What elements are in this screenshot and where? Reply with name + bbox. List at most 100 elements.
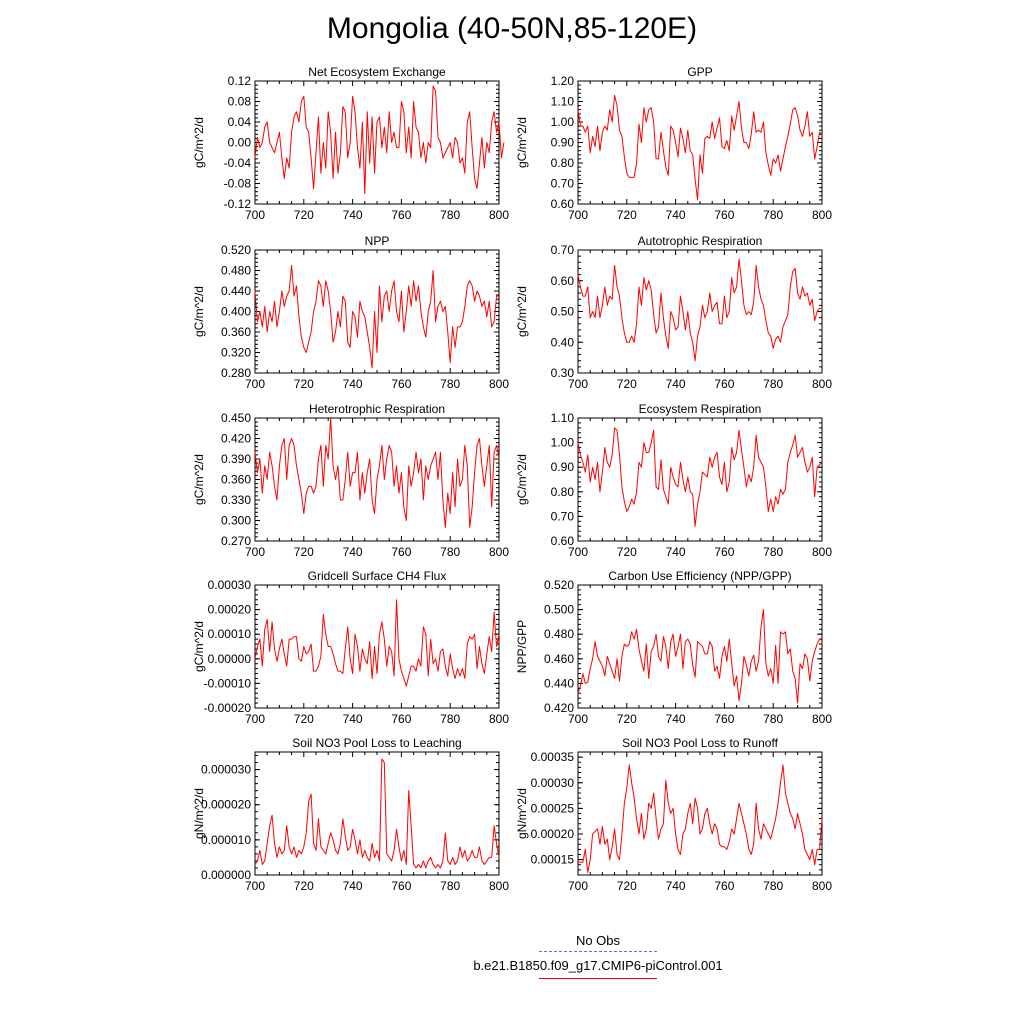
panel: Heterotrophic Respiration gC/m^2/d 700 720 7… [192, 402, 509, 559]
y-tick-label: 0.000030 [201, 763, 251, 777]
plot-frame [254, 584, 500, 709]
x-tick-label: 800 [812, 879, 832, 893]
x-tick-label: 720 [294, 208, 314, 222]
x-tick-label: 780 [440, 377, 460, 391]
y-tick-label: 0.000000 [201, 868, 251, 882]
panel-title: Gridcell Surface CH4 Flux [308, 569, 447, 583]
x-tick-label: 780 [763, 879, 783, 893]
x-tick-label: 760 [714, 208, 734, 222]
x-tick-label: 760 [714, 545, 734, 559]
panel: Soil NO3 Pool Loss to Leaching gN/m^2/d 70… [192, 736, 509, 893]
x-tick-label: 700 [568, 879, 588, 893]
x-tick-label: 740 [343, 879, 363, 893]
x-tick-label: 700 [568, 712, 588, 726]
y-tick-label: 1.00 [551, 436, 575, 450]
y-tick-label: 0.00010 [208, 627, 252, 641]
x-tick-label: 740 [343, 377, 363, 391]
panel-title: Soil NO3 Pool Loss to Leaching [292, 736, 461, 750]
y-tick-label: 0.00025 [531, 801, 575, 815]
y-axis-label: gN/m^2/d [192, 788, 206, 839]
y-tick-label: 0.70 [551, 509, 575, 523]
x-tick-label: 760 [714, 879, 734, 893]
x-tick-label: 720 [617, 879, 637, 893]
series-line [577, 94, 823, 201]
legend-entry-swatch [539, 978, 657, 979]
legend-entry-swatch [539, 951, 657, 952]
y-tick-label: 1.20 [551, 74, 575, 88]
x-tick-label: 700 [568, 377, 588, 391]
x-tick-label: 760 [391, 377, 411, 391]
y-tick-label: 0.00030 [531, 776, 575, 790]
panel-title: Carbon Use Efficiency (NPP/GPP) [608, 569, 791, 583]
y-tick-label: -0.08 [224, 177, 252, 191]
y-tick-label: 0.30 [551, 366, 575, 380]
y-tick-label: 0.460 [544, 652, 574, 666]
series-line [577, 427, 823, 527]
x-tick-label: 740 [666, 545, 686, 559]
y-tick-label: 0.00000 [208, 652, 252, 666]
y-tick-label: 0.480 [221, 264, 251, 278]
x-tick-label: 780 [763, 208, 783, 222]
x-tick-label: 780 [440, 879, 460, 893]
y-tick-label: 0.12 [228, 74, 252, 88]
y-tick-label: 0.320 [221, 346, 251, 360]
y-axis-label: gC/m^2/d [192, 286, 206, 337]
y-axis-label: gC/m^2/d [192, 454, 206, 505]
x-tick-label: 720 [617, 377, 637, 391]
x-tick-label: 700 [245, 712, 265, 726]
x-tick-label: 800 [489, 712, 509, 726]
x-tick-label: 700 [245, 377, 265, 391]
x-tick-label: 800 [489, 879, 509, 893]
y-tick-label: 0.80 [551, 156, 575, 170]
legend-entry-label: No Obs [575, 933, 621, 948]
x-tick-label: 800 [812, 208, 832, 222]
plot-frame [254, 80, 500, 205]
series-line [577, 258, 822, 362]
x-tick-label: 740 [343, 712, 363, 726]
y-axis-label: gC/m^2/d [192, 117, 206, 168]
y-tick-label: 0.480 [544, 627, 574, 641]
y-tick-label: 0.04 [228, 115, 252, 129]
y-tick-label: 0.520 [221, 243, 251, 257]
x-tick-label: 700 [245, 879, 265, 893]
y-tick-label: 0.420 [221, 432, 251, 446]
plot-frame [577, 751, 823, 876]
y-tick-label: 0.360 [221, 473, 251, 487]
y-tick-label: 0.420 [544, 701, 574, 715]
y-axis-label: gC/m^2/d [515, 117, 529, 168]
y-tick-label: -0.04 [224, 156, 252, 170]
y-tick-label: 0.60 [551, 534, 575, 548]
series-line [254, 758, 500, 869]
y-tick-label: 0.00020 [208, 603, 252, 617]
y-tick-label: 0.330 [221, 493, 251, 507]
y-tick-label: 0.300 [221, 514, 251, 528]
y-tick-label: 0.500 [544, 603, 574, 617]
x-tick-label: 780 [440, 545, 460, 559]
y-tick-label: 0.60 [551, 197, 575, 211]
y-tick-label: 1.00 [551, 115, 575, 129]
legend-entry-label: b.e21.B1850.f09_g17.CMIP6-piControl.001 [473, 958, 723, 973]
x-tick-label: 700 [568, 545, 588, 559]
x-tick-label: 780 [440, 712, 460, 726]
y-tick-label: 0.000010 [201, 833, 251, 847]
panel-title: GPP [687, 65, 712, 79]
y-tick-label: -0.00020 [204, 701, 252, 715]
x-tick-label: 780 [763, 377, 783, 391]
panel: Soil NO3 Pool Loss to Runoff gN/m^2/d 700 7… [515, 736, 832, 893]
x-tick-label: 800 [489, 377, 509, 391]
y-tick-label: 0.40 [551, 335, 575, 349]
y-tick-label: 0.440 [221, 284, 251, 298]
y-tick-label: 0.000020 [201, 798, 251, 812]
series-line [254, 599, 500, 687]
y-axis-label: gN/m^2/d [515, 788, 529, 839]
panel: Gridcell Surface CH4 Flux gC/m^2/d 700 720 7… [192, 569, 509, 726]
panel: Net Ecosystem Exchange gC/m^2/d 700 720 740 7… [192, 65, 509, 222]
y-tick-label: 0.520 [544, 578, 574, 592]
y-tick-label: 0.00035 [531, 750, 575, 764]
x-tick-label: 720 [294, 712, 314, 726]
panel: GPP gC/m^2/d 700 720 740 760 780 800 0.60 0.70 0.8… [515, 65, 832, 222]
x-tick-label: 780 [763, 545, 783, 559]
x-tick-label: 760 [714, 712, 734, 726]
x-tick-label: 700 [568, 208, 588, 222]
x-tick-label: 800 [812, 545, 832, 559]
